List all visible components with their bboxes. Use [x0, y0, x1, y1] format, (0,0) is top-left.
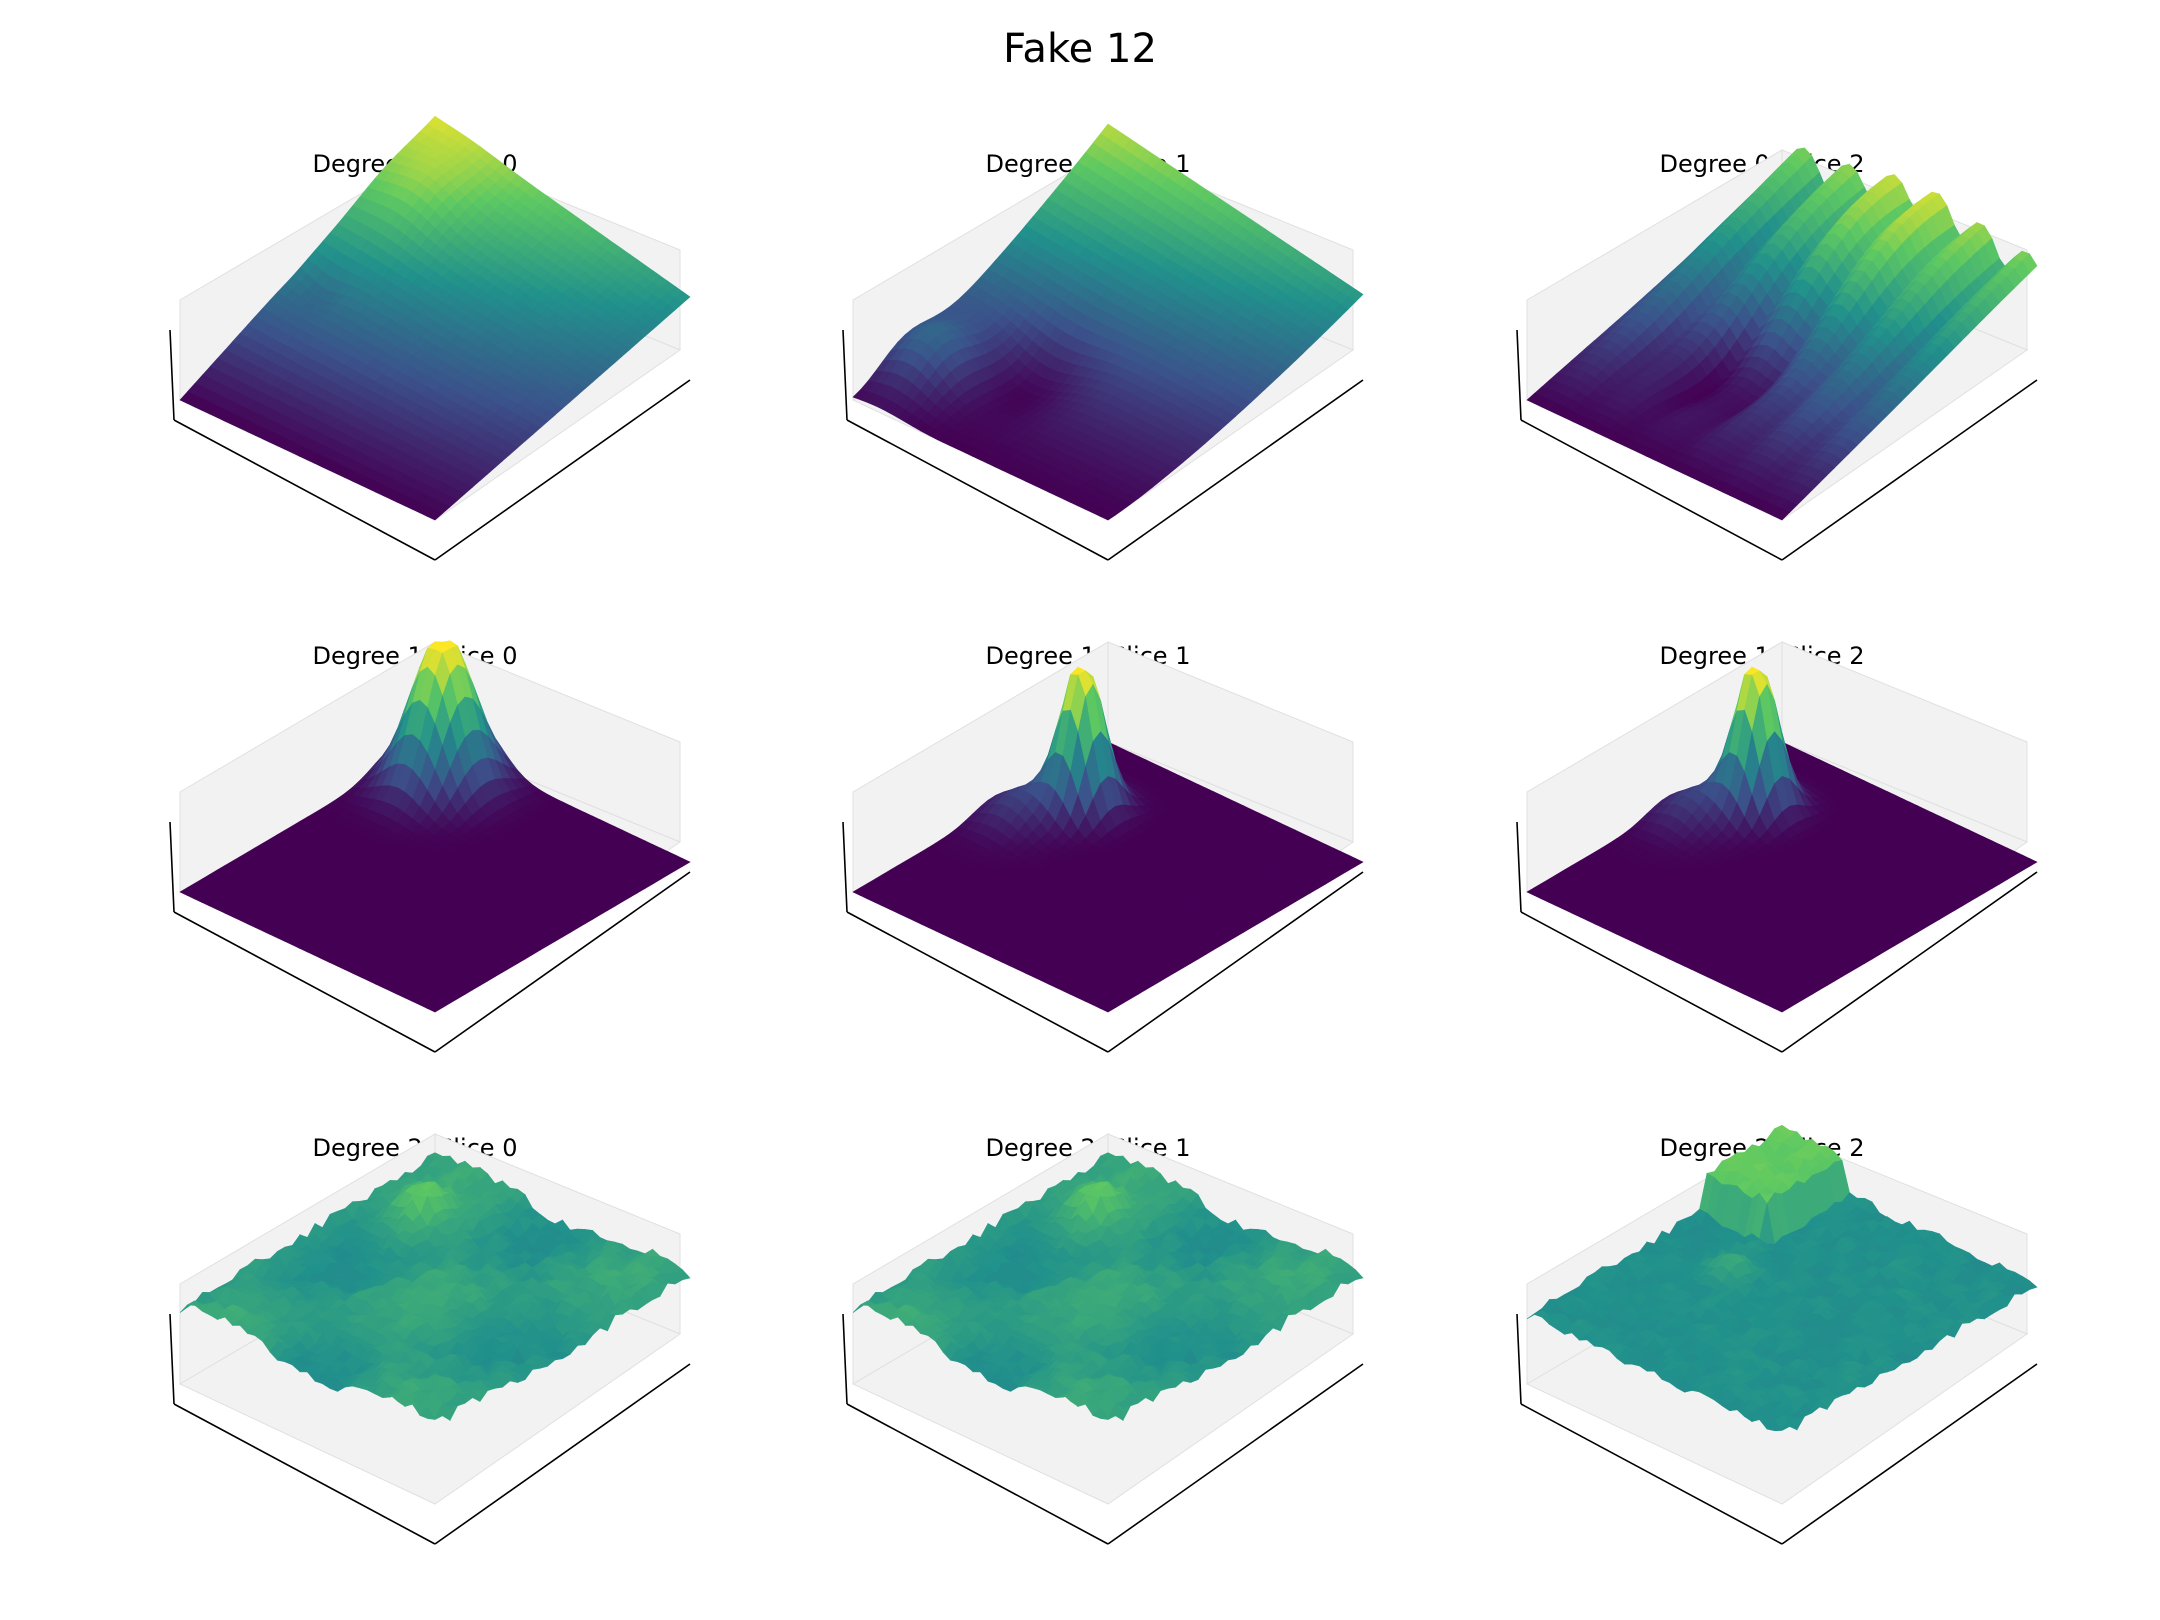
surface-mesh: [179, 115, 691, 521]
subplot-0-1: Degree 0, Slice 1: [808, 123, 1368, 620]
subplot-0-2: Degree 0, Slice 2: [1482, 147, 2042, 620]
x-axis-line: [846, 419, 1109, 561]
surface-mesh: [179, 640, 691, 1013]
figure-title: Fake 12: [1003, 26, 1157, 72]
surface-mesh: [852, 123, 1364, 521]
surface-mesh: [852, 666, 1364, 1013]
x-axis-line: [173, 419, 436, 561]
subplot-0-0: Degree 0, Slice 0: [135, 115, 695, 620]
z-axis-line: [169, 329, 175, 421]
z-axis-line: [169, 821, 175, 913]
surface-plot: [842, 641, 1364, 1053]
x-axis-line: [1520, 419, 1783, 561]
y-axis-line: [1781, 379, 2038, 561]
y-axis-line: [1107, 379, 1364, 561]
surface-facet: [426, 509, 444, 521]
surface-plot: [169, 640, 691, 1053]
surface-mesh: [1526, 147, 2038, 521]
surface-facet: [1099, 511, 1117, 521]
subplot-1-1: Degree 1, Slice 1: [808, 641, 1368, 1112]
x-axis-line: [173, 911, 436, 1053]
surface-plot: [1516, 147, 2038, 561]
subplot-1-0: Degree 1, Slice 0: [135, 640, 695, 1112]
z-axis-line: [842, 329, 848, 421]
z-axis-line: [1516, 329, 1522, 421]
y-axis-line: [434, 871, 691, 1053]
surface-facet: [426, 1003, 444, 1013]
surface-plot: [842, 123, 1364, 561]
surface-facet: [1773, 508, 1791, 521]
surface-plot: [169, 115, 691, 561]
y-axis-line: [434, 379, 691, 561]
